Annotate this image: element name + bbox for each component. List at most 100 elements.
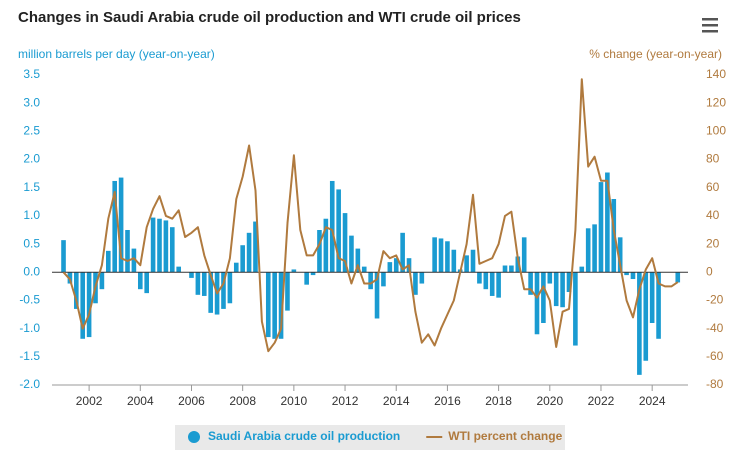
bar — [323, 218, 329, 273]
y-tick-label: 1.5 — [23, 180, 40, 194]
y2-tick-label: -40 — [706, 321, 724, 335]
bar — [176, 266, 181, 273]
bar — [496, 272, 501, 298]
bar — [112, 180, 118, 273]
bar — [643, 272, 649, 361]
legend-label: Saudi Arabia crude oil production — [208, 429, 400, 443]
bar — [336, 189, 341, 273]
x-tick-label: 2016 — [434, 394, 461, 408]
bar — [355, 248, 361, 273]
bar — [150, 217, 156, 273]
bar — [649, 272, 655, 323]
bar — [201, 272, 207, 296]
bar — [445, 241, 450, 273]
bar — [221, 272, 226, 309]
bar — [624, 272, 629, 276]
bar — [157, 218, 162, 273]
bar — [291, 269, 297, 273]
bar — [137, 272, 143, 290]
bar — [285, 272, 290, 311]
bar — [74, 272, 79, 309]
x-tick-label: 2020 — [536, 394, 563, 408]
bar — [483, 272, 489, 290]
bar — [592, 224, 597, 273]
bar — [144, 272, 149, 294]
menu-bar[interactable] — [702, 18, 718, 21]
y-tick-label: 1.0 — [23, 208, 40, 222]
bar — [521, 237, 527, 273]
bar — [310, 272, 316, 276]
bar — [502, 265, 508, 273]
bar — [361, 266, 367, 273]
bar — [489, 272, 495, 296]
menu-icon[interactable] — [702, 18, 718, 33]
bar — [272, 272, 277, 339]
x-tick-label: 2024 — [639, 394, 666, 408]
x-tick-label: 2014 — [383, 394, 410, 408]
bar — [99, 272, 105, 290]
bar — [419, 272, 425, 284]
x-tick-label: 2006 — [178, 394, 205, 408]
bar — [579, 266, 585, 273]
menu-bar[interactable] — [702, 30, 718, 33]
bar — [464, 255, 469, 273]
bar — [169, 227, 175, 273]
bar — [451, 249, 457, 273]
x-tick-label: 2018 — [485, 394, 512, 408]
bar — [630, 272, 636, 280]
bar — [131, 248, 137, 273]
y2-tick-label: 80 — [706, 152, 720, 166]
bar — [515, 256, 521, 273]
y-tick-label: -2.0 — [19, 377, 40, 391]
bar — [80, 272, 86, 339]
bar — [438, 238, 444, 273]
y-tick-label: 0.5 — [23, 236, 40, 250]
bar — [547, 272, 553, 284]
bar — [253, 221, 258, 273]
bar — [304, 272, 309, 285]
y-tick-label: 2.0 — [23, 152, 40, 166]
y2-tick-label: -60 — [706, 349, 724, 363]
bar — [227, 272, 233, 304]
bar — [617, 237, 623, 273]
bar — [349, 235, 354, 273]
bar — [573, 272, 578, 346]
bar — [400, 232, 405, 273]
y-tick-label: 2.5 — [23, 124, 40, 138]
bar — [470, 249, 476, 273]
x-tick-label: 2022 — [588, 394, 615, 408]
bar — [566, 272, 572, 292]
bar — [477, 272, 482, 284]
bar — [413, 272, 418, 295]
legend-label: WTI percent change — [448, 429, 562, 443]
y2-tick-label: -20 — [706, 293, 724, 307]
bar — [432, 237, 437, 273]
bar — [637, 272, 642, 375]
bar — [265, 272, 271, 338]
x-tick-label: 2012 — [332, 394, 359, 408]
bar — [541, 272, 546, 323]
bar — [528, 272, 533, 295]
bar — [387, 262, 393, 273]
bar — [125, 230, 130, 273]
y2-axis-label: % change (year-on-year) — [589, 47, 722, 61]
bar — [553, 272, 559, 307]
line — [62, 78, 679, 353]
bar — [118, 177, 124, 273]
bar — [509, 265, 514, 273]
bar — [560, 272, 565, 308]
bar — [61, 240, 66, 273]
y2-tick-label: 140 — [706, 67, 726, 81]
bar — [189, 272, 194, 278]
y2-tick-label: 60 — [706, 180, 720, 194]
bar — [605, 172, 610, 273]
bar — [381, 272, 386, 287]
y-axis-label: million barrels per day (year-on-year) — [18, 47, 215, 61]
y-tick-label: -1.5 — [19, 349, 40, 363]
y-tick-label: -0.5 — [19, 293, 40, 307]
menu-bar[interactable] — [702, 24, 718, 27]
bar — [233, 262, 239, 273]
y-tick-label: 3.0 — [23, 95, 40, 109]
x-tick-label: 2004 — [127, 394, 154, 408]
